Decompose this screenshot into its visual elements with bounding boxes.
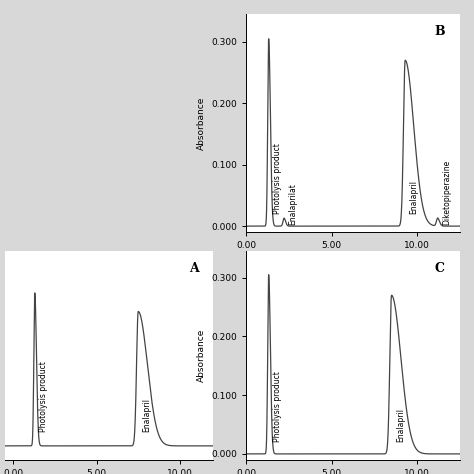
Text: Diketopiperazine: Diketopiperazine: [442, 160, 451, 225]
Text: B: B: [434, 25, 445, 38]
Text: Enalaprilat: Enalaprilat: [288, 183, 297, 225]
Text: Enalapril: Enalapril: [410, 180, 419, 214]
Text: Enalapril: Enalapril: [396, 408, 405, 442]
Y-axis label: Absorbance: Absorbance: [197, 329, 206, 382]
Y-axis label: Absorbance: Absorbance: [197, 97, 206, 150]
Text: Photolysis product: Photolysis product: [273, 143, 282, 214]
Text: Photolysis product: Photolysis product: [39, 361, 48, 432]
Text: A: A: [189, 262, 199, 274]
Text: C: C: [435, 262, 445, 274]
Text: Enalapril: Enalapril: [142, 398, 151, 432]
Text: Photolysis product: Photolysis product: [273, 371, 282, 442]
X-axis label: Time, min: Time, min: [331, 256, 375, 265]
